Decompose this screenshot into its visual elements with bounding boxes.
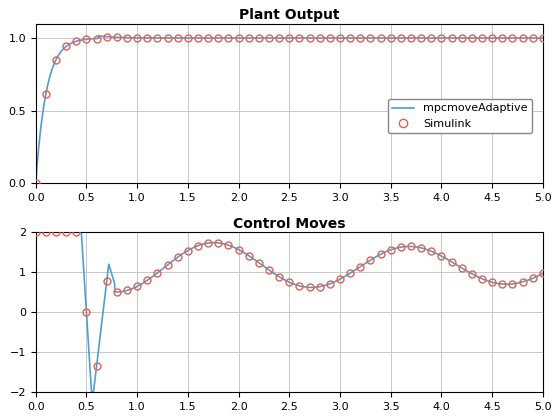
- Title: Control Moves: Control Moves: [233, 217, 346, 231]
- Legend: mpcmoveAdaptive, Simulink: mpcmoveAdaptive, Simulink: [388, 99, 532, 134]
- Title: Plant Output: Plant Output: [239, 8, 339, 22]
